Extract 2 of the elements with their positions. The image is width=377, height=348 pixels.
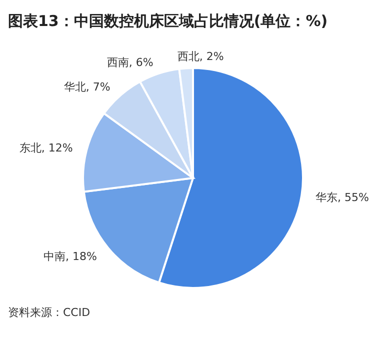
annotation: 资料来源：CCID [8, 306, 90, 319]
title: 图表13：中国数控机床区域占比情况(单位：%) [8, 12, 328, 30]
